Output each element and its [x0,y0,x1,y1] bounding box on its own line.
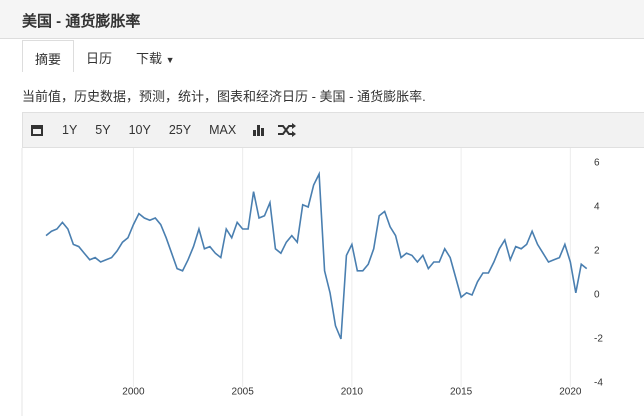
x-tick-label: 2005 [232,387,255,398]
top-bar: 美国 - 通货膨胀率 [0,0,644,39]
range-button[interactable]: 10Y [128,123,151,137]
tab-label: 下载 [136,51,163,66]
x-tick-label: 2015 [450,387,473,398]
chart: 2000 2005 2010 2015 2020 -4 -2 0 2 4 6 [21,148,603,416]
y-tick-label: 4 [594,202,600,213]
range-button[interactable]: MAX [209,123,237,137]
tabs: 摘要 日历 下载 ▼ [22,40,187,72]
x-tick-label: 2010 [341,387,364,398]
x-tick-label: 2000 [122,387,145,398]
range-button[interactable]: 5Y [95,123,111,137]
description: 当前值，历史数据，预测，统计，图表和经济日历 - 美国 - 通货膨胀率. [22,89,426,104]
toolbar: 1Y 5Y 10Y 25Y MAX [22,112,644,148]
y-tick-label: 2 [594,246,600,257]
page-title: 美国 - 通货膨胀率 [22,13,141,30]
y-tick-label: -4 [594,378,603,389]
tab[interactable]: 下载 ▼ [124,40,187,72]
range-button[interactable]: 1Y [62,123,78,137]
range-button[interactable]: 25Y [168,123,192,137]
tab[interactable]: 摘要 [22,40,75,72]
y-tick-label: 6 [594,158,600,169]
y-tick-label: -2 [594,334,603,345]
tab[interactable]: 日历 [86,51,113,66]
bar-icon[interactable] [245,122,273,138]
data-line [45,170,588,340]
y-tick-label: 0 [594,290,600,301]
calendar-icon[interactable] [23,122,53,138]
shuffle-icon[interactable] [273,122,301,138]
x-tick-label: 2020 [559,387,582,398]
caret: ▼ [165,55,175,65]
